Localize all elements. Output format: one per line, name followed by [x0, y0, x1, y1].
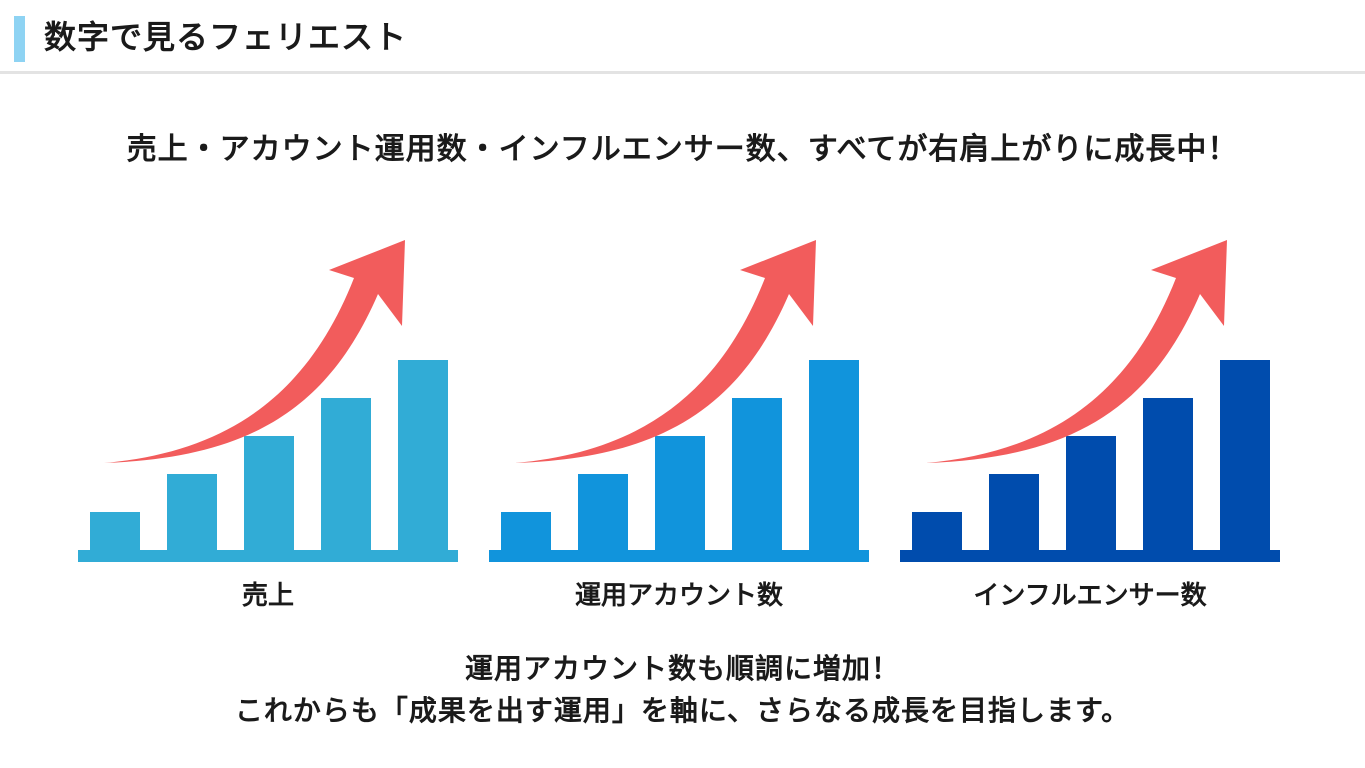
- header-accent-bar: [14, 16, 25, 62]
- footer-line-1: 運用アカウント数も順調に増加！: [464, 652, 900, 685]
- bar-3: [1066, 436, 1116, 550]
- chart-labels: 売上 運用アカウント数 インフルエンサー数: [0, 576, 1365, 616]
- bar-1: [912, 512, 962, 550]
- chart-baseline: [489, 550, 869, 562]
- growth-arrow-icon: [515, 240, 816, 463]
- header: 数字で見るフェリエスト: [0, 0, 1365, 74]
- lead-text: 売上・アカウント運用数・インフルエンサー数、すべてが右肩上がりに成長中！: [126, 132, 1239, 167]
- charts-area: [0, 220, 1365, 580]
- bar-2: [989, 474, 1039, 550]
- chart-baseline: [78, 550, 458, 562]
- chart-label-sales: 売上: [241, 581, 294, 611]
- bar-4: [1143, 398, 1193, 550]
- chart-0: [78, 240, 458, 562]
- chart-label-accounts: 運用アカウント数: [574, 581, 783, 611]
- bar-2: [167, 474, 217, 550]
- growth-arrow-icon: [926, 240, 1227, 463]
- bar-1: [90, 512, 140, 550]
- bar-3: [655, 436, 705, 550]
- bar-4: [732, 398, 782, 550]
- chart-baseline: [900, 550, 1280, 562]
- bar-4: [321, 398, 371, 550]
- bar-5: [809, 360, 859, 550]
- bar-3: [244, 436, 294, 550]
- bar-1: [501, 512, 551, 550]
- footer-message: 運用アカウント数も順調に増加！ これからも「成果を出す運用」を軸に、さらなる成長…: [0, 648, 1365, 732]
- chart-1: [489, 240, 869, 562]
- bar-5: [1220, 360, 1270, 550]
- chart-label-influencers: インフルエンサー数: [973, 581, 1207, 611]
- chart-2: [900, 240, 1280, 562]
- growth-charts: [78, 240, 1280, 562]
- bar-5: [398, 360, 448, 550]
- page-title: 数字で見るフェリエスト: [44, 18, 408, 56]
- growth-arrow-icon: [104, 240, 405, 463]
- footer-line-2: これからも「成果を出す運用」を軸に、さらなる成長を目指します。: [234, 694, 1131, 727]
- bar-2: [578, 474, 628, 550]
